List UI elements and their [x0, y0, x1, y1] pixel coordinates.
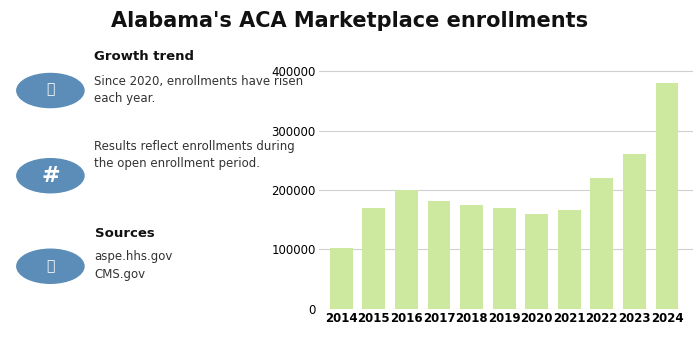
- Text: 📋: 📋: [46, 259, 55, 273]
- Bar: [590, 178, 613, 309]
- Bar: [558, 209, 580, 309]
- Bar: [623, 154, 646, 309]
- Text: 👥: 👥: [46, 82, 55, 96]
- Text: aspe.hhs.gov
CMS.gov: aspe.hhs.gov CMS.gov: [94, 250, 173, 281]
- Bar: [395, 190, 418, 309]
- Bar: [428, 201, 450, 309]
- Text: #: #: [41, 166, 60, 186]
- Text: .org: .org: [25, 328, 53, 341]
- Bar: [363, 208, 385, 309]
- Text: health
insurance: health insurance: [12, 303, 66, 325]
- Bar: [493, 208, 515, 309]
- Bar: [460, 205, 483, 309]
- Bar: [330, 248, 353, 309]
- Text: Alabama's ACA Marketplace enrollments: Alabama's ACA Marketplace enrollments: [111, 11, 589, 31]
- Text: Sources: Sources: [94, 227, 154, 240]
- Text: Results reflect enrollments during
the open enrollment period.: Results reflect enrollments during the o…: [94, 140, 295, 170]
- Text: Since 2020, enrollments have risen
each year.: Since 2020, enrollments have risen each …: [94, 75, 304, 105]
- Bar: [655, 83, 678, 309]
- Text: Growth trend: Growth trend: [94, 50, 195, 63]
- Bar: [525, 214, 548, 309]
